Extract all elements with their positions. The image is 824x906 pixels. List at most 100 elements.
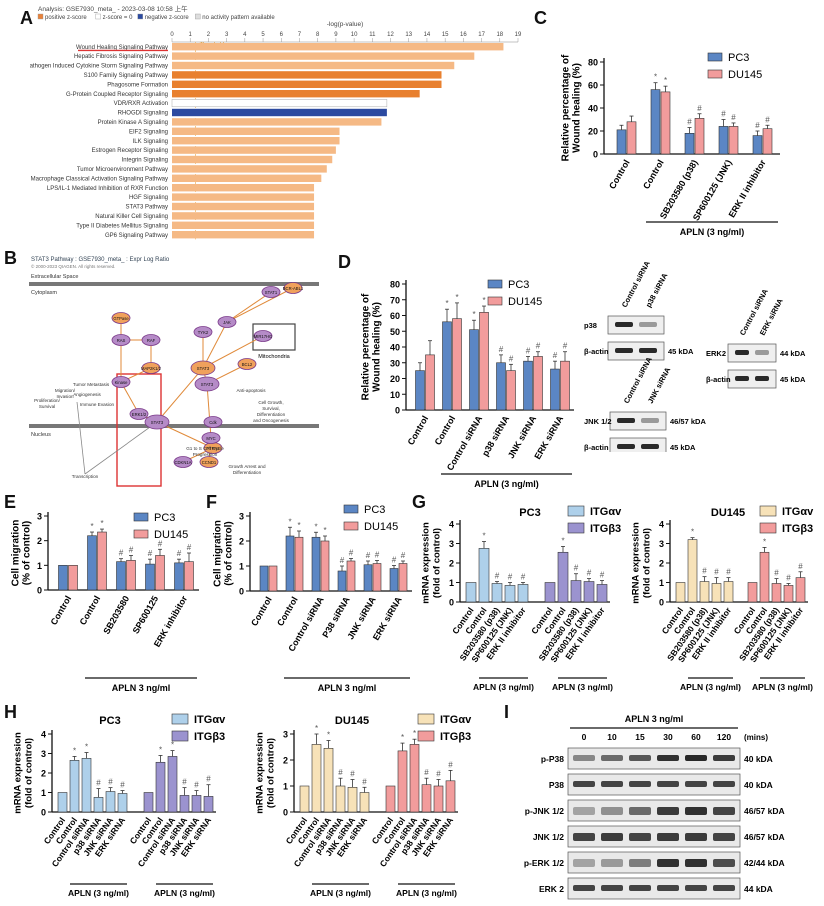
pathway-node (144, 414, 170, 430)
sig-mark: * (482, 296, 485, 305)
pathway-node (111, 334, 131, 346)
pathway-node-label: MYC (206, 436, 215, 441)
sig-mark: # (362, 777, 367, 786)
y-axis-label: mRNA expression (fold of control) (631, 522, 653, 604)
compartment-label: Nucleus (31, 432, 51, 438)
pathway-bar (172, 155, 333, 164)
category-label: Control (607, 158, 632, 191)
sig-mark: * (90, 522, 93, 531)
sig-mark: # (120, 781, 125, 790)
y-tick-label: 3 (283, 730, 288, 740)
blot-band (639, 322, 657, 327)
pathway-label: Type II Diabetes Mellitus Signaling (76, 223, 168, 229)
category-label: Control (275, 595, 300, 628)
pathway-node (111, 376, 131, 388)
y-tick-label: 0 (449, 598, 454, 608)
legend-swatch (567, 505, 585, 517)
chart-title: PC3 (99, 715, 120, 727)
sig-mark: # (338, 768, 343, 777)
sig-mark: # (349, 549, 354, 558)
analysis-header: Analysis: GSE7930_meta_ - 2023-03-08 10:… (38, 4, 188, 13)
sig-mark: # (526, 346, 531, 355)
sig-mark: # (350, 770, 355, 779)
x-tick-label: 4 (243, 32, 247, 38)
bar (372, 563, 382, 592)
legend-label: DU145 (154, 529, 188, 541)
blot-band (657, 781, 679, 787)
y-label-line: Wound healing (%) (372, 302, 383, 392)
sig-mark: * (171, 741, 174, 750)
bar (285, 535, 295, 592)
migration-inhibitor-chart: 0 1 2 3 Cell migration (% of control) * # # # * # # #… (11, 512, 199, 693)
bar (491, 583, 503, 603)
y-label-line: Cell migration (213, 520, 224, 587)
pathway-label: Natural Killer Cell Signaling (95, 214, 168, 220)
pathway-node (283, 282, 303, 294)
y-label-line: mRNA expression (13, 732, 24, 814)
bar (433, 785, 444, 813)
bar (97, 531, 107, 591)
bar (560, 360, 570, 411)
blot-band (601, 833, 623, 841)
blot-row-label: p38 (584, 321, 597, 330)
compartment-label: Extracellular Space (31, 274, 78, 280)
y-tick-label: 20 (390, 374, 400, 384)
y-tick-label: 2 (239, 537, 244, 547)
time-label: 0 (582, 732, 587, 742)
sig-mark: * (472, 310, 475, 319)
blot-band (629, 885, 651, 891)
category-label: SB203580 (101, 594, 131, 636)
legend-swatch (707, 69, 723, 79)
blot-band (573, 833, 595, 841)
bar (583, 581, 595, 603)
sig-mark: # (119, 549, 124, 558)
legend-swatch (487, 296, 503, 306)
blot-band (573, 755, 595, 761)
sig-mark: # (182, 778, 187, 787)
time-course-western-blot: APLN 3 ng/ml 0 10 15 30 60 120 (mins) p-P38 40 kD… (524, 714, 785, 900)
blot-band (713, 885, 735, 891)
pathway-edge (202, 335, 264, 369)
time-label: 10 (607, 732, 617, 742)
chart-title: DU145 (711, 507, 745, 519)
bar (421, 784, 432, 813)
blot-band (601, 755, 623, 761)
blot-band (601, 807, 623, 815)
bar (425, 354, 435, 411)
y-label-line: (fold of control) (432, 528, 443, 598)
group-label: APLN 3 ng/ml (318, 683, 377, 693)
group-label: APLN (3 ng/ml) (680, 682, 741, 692)
sig-mark: * (159, 745, 162, 754)
category-label: Control (249, 595, 274, 628)
sig-mark: # (96, 779, 101, 788)
bar (699, 581, 710, 603)
sig-mark: * (763, 537, 766, 546)
blot-band (573, 859, 595, 867)
y-tick-label: 4 (659, 520, 664, 530)
legend-swatch (417, 713, 435, 725)
y-tick-label: 2 (41, 769, 46, 779)
sig-mark: # (774, 569, 779, 578)
chart-title: DU145 (335, 715, 369, 727)
pathway-node-label: GTPase (113, 316, 129, 321)
bar (718, 126, 729, 155)
bar (550, 368, 560, 411)
bar (675, 582, 686, 603)
legend-label: ITGβ3 (590, 523, 621, 535)
y-tick-label: 3 (41, 749, 46, 759)
y-tick-label: 20 (588, 127, 598, 137)
stat3-pathway-diagram: STAT3 Pathway : GSE7930_meta_ : Expr Log… (29, 257, 319, 487)
blot-row-label: β-actin (706, 375, 731, 384)
y-tick-label: 3 (37, 512, 42, 522)
blot-band (629, 859, 651, 867)
sig-mark: # (499, 345, 504, 354)
pathway-node-label: ERK1/2 (132, 412, 147, 417)
blot-kda-label: 44 kDA (744, 884, 773, 894)
pathway-bar (172, 90, 420, 98)
sig-mark: * (482, 532, 485, 541)
pathway-node (173, 456, 193, 468)
sig-mark: * (297, 521, 300, 530)
bar (389, 568, 399, 592)
bar (69, 760, 80, 813)
